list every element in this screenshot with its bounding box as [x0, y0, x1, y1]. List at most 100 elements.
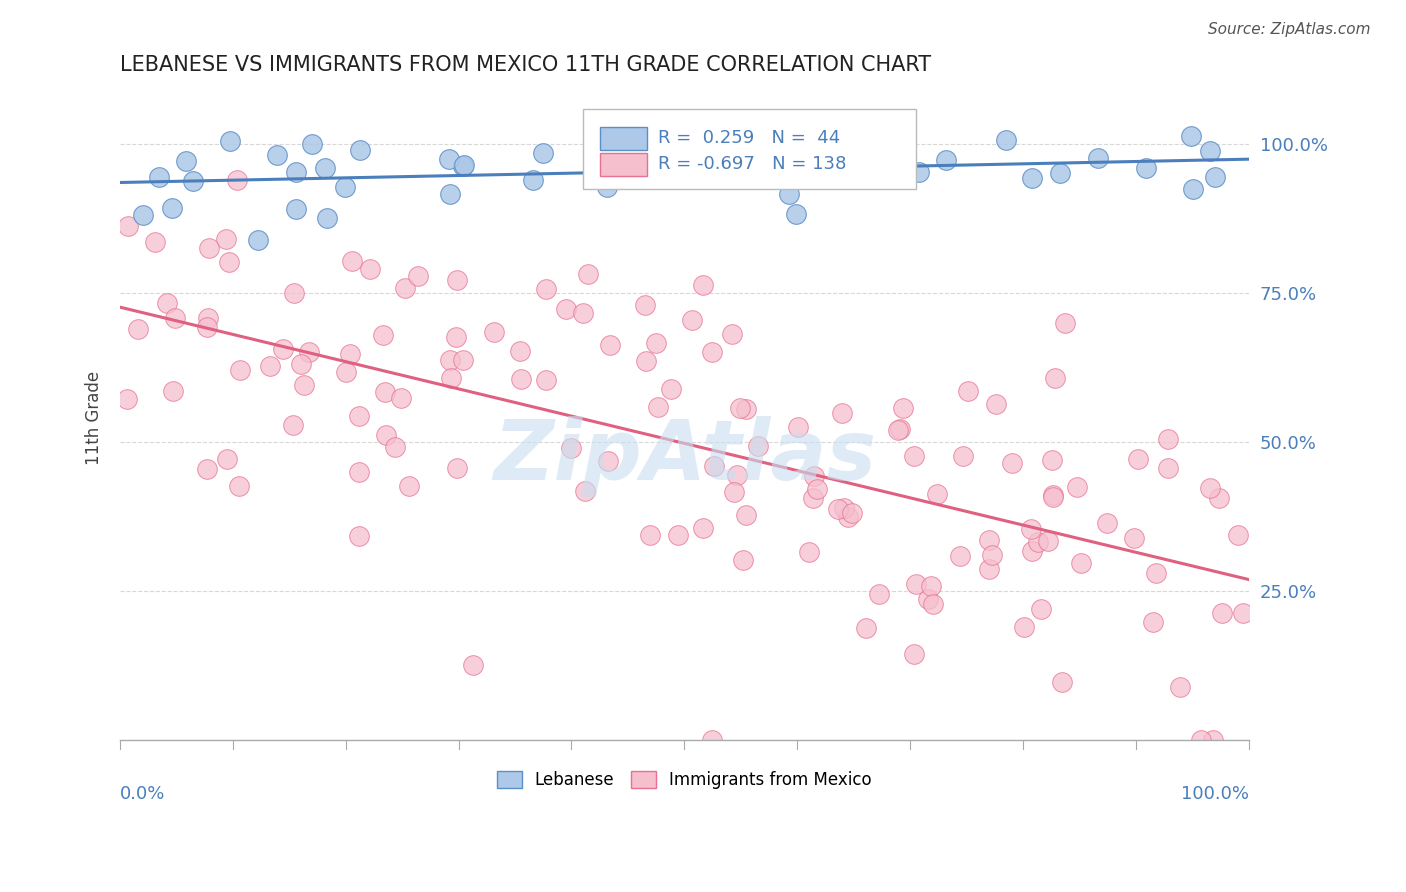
Point: [437, 153, 460, 167]
Point: [787, 163, 810, 178]
Point: [453, 158, 475, 172]
Point: [1146, 566, 1168, 580]
Point: [1142, 615, 1164, 629]
Point: [1157, 432, 1180, 446]
Point: [451, 352, 474, 367]
Text: 100.0%: 100.0%: [1181, 785, 1249, 803]
Point: [806, 482, 828, 496]
Point: [725, 468, 748, 483]
Point: [339, 347, 361, 361]
Point: [145, 235, 167, 249]
Point: [316, 211, 339, 226]
Point: [560, 441, 582, 455]
Point: [700, 345, 723, 359]
Point: [956, 384, 979, 399]
Point: [949, 549, 972, 563]
Point: [1087, 151, 1109, 165]
Point: [1182, 182, 1205, 196]
Point: [349, 144, 371, 158]
Point: [723, 485, 745, 500]
Point: [799, 136, 821, 150]
Point: [340, 254, 363, 268]
Point: [1202, 732, 1225, 747]
Point: [889, 422, 911, 436]
Point: [197, 310, 219, 325]
Point: [374, 385, 396, 400]
Point: [1052, 675, 1074, 690]
Point: [981, 548, 1004, 562]
Point: [868, 587, 890, 601]
Point: [446, 273, 468, 287]
Point: [555, 301, 578, 316]
Point: [439, 352, 461, 367]
FancyBboxPatch shape: [599, 153, 647, 176]
Point: [1021, 171, 1043, 186]
Text: ZipAtlas: ZipAtlas: [492, 416, 876, 497]
Point: [406, 269, 429, 284]
Point: [1123, 531, 1146, 545]
Point: [394, 281, 416, 295]
Point: [314, 161, 336, 176]
Point: [1168, 680, 1191, 694]
Point: [908, 165, 931, 179]
Point: [444, 330, 467, 344]
Point: [1066, 480, 1088, 494]
Point: [787, 419, 810, 434]
Point: [1026, 534, 1049, 549]
Point: [703, 459, 725, 474]
Point: [195, 462, 218, 476]
Point: [801, 491, 824, 505]
Point: [1227, 527, 1250, 541]
Point: [574, 484, 596, 499]
Point: [283, 285, 305, 300]
Point: [531, 145, 554, 160]
Point: [1029, 602, 1052, 616]
Point: [952, 450, 974, 464]
Point: [347, 529, 370, 543]
Point: [292, 378, 315, 392]
Point: [534, 373, 557, 387]
Point: [335, 180, 357, 194]
Point: [281, 418, 304, 433]
Point: [1070, 556, 1092, 570]
Point: [117, 219, 139, 234]
Point: [1001, 456, 1024, 470]
Point: [977, 562, 1000, 576]
Point: [374, 428, 396, 442]
Point: [246, 233, 269, 247]
Point: [509, 372, 531, 386]
Point: [803, 469, 825, 483]
Point: [162, 201, 184, 215]
Point: [1042, 490, 1064, 504]
Point: [728, 401, 751, 415]
Point: [127, 322, 149, 336]
Point: [301, 137, 323, 152]
Point: [920, 579, 942, 593]
Point: [571, 306, 593, 320]
Point: [384, 441, 406, 455]
Point: [290, 357, 312, 371]
Point: [165, 311, 187, 326]
Point: [335, 365, 357, 379]
Point: [359, 261, 381, 276]
Point: [1043, 371, 1066, 385]
Point: [271, 342, 294, 356]
Point: [440, 371, 463, 385]
Point: [733, 552, 755, 566]
Point: [636, 353, 658, 368]
Point: [217, 451, 239, 466]
Point: [1204, 169, 1226, 184]
Point: [1038, 533, 1060, 548]
Point: [1135, 161, 1157, 175]
Text: R =  0.259   N =  44: R = 0.259 N = 44: [658, 129, 841, 147]
Point: [623, 155, 645, 169]
Point: [1232, 606, 1254, 620]
Point: [1180, 128, 1202, 143]
Point: [1157, 461, 1180, 475]
Point: [259, 359, 281, 374]
Y-axis label: 11th Grade: 11th Grade: [86, 371, 103, 465]
Point: [599, 338, 621, 352]
Text: 0.0%: 0.0%: [120, 785, 166, 803]
Point: [285, 165, 308, 179]
Point: [349, 466, 371, 480]
